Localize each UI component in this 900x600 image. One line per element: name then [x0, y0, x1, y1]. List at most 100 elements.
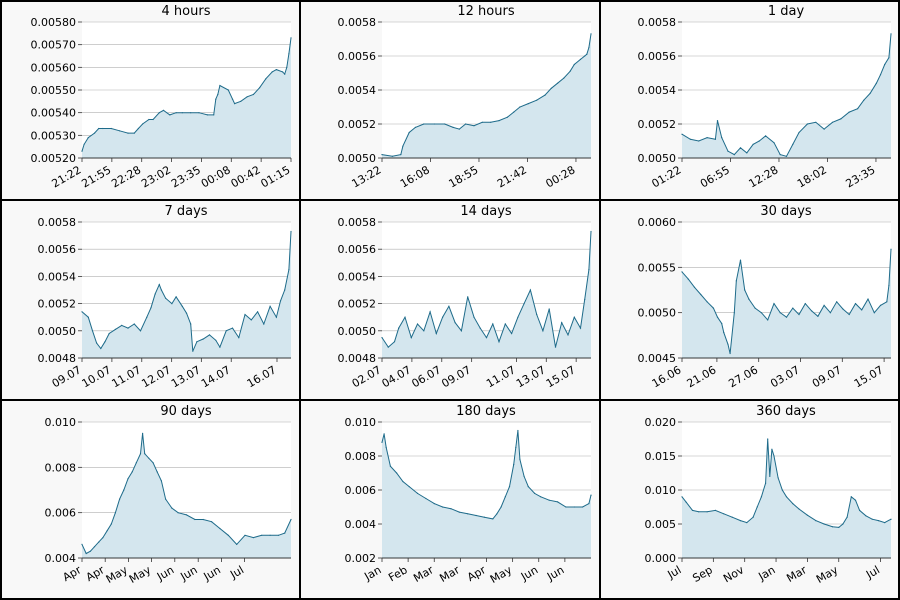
data-point — [746, 522, 748, 524]
data-point — [231, 327, 234, 329]
data-point — [727, 150, 729, 152]
data-point — [687, 278, 689, 280]
y-tick-label: 0.0050 — [38, 325, 77, 338]
data-point — [744, 289, 746, 291]
data-point — [444, 123, 446, 125]
data-point — [206, 114, 208, 116]
data-point — [290, 230, 292, 233]
y-tick-label: 0.0048 — [338, 352, 377, 365]
data-point — [792, 143, 794, 145]
data-point — [416, 323, 419, 325]
data-point — [584, 298, 586, 301]
y-tick-label: 0.005 — [645, 518, 677, 531]
data-point — [716, 316, 719, 318]
data-point — [842, 308, 844, 310]
data-point — [854, 499, 857, 501]
data-point — [261, 534, 263, 536]
data-point — [433, 503, 435, 505]
data-point — [114, 512, 116, 514]
data-point — [567, 334, 569, 336]
data-point — [385, 446, 387, 449]
data-point — [698, 511, 700, 513]
data-point — [225, 330, 227, 332]
data-point — [767, 319, 769, 321]
data-point — [544, 94, 546, 96]
data-point — [165, 297, 167, 299]
data-point — [137, 127, 139, 130]
data-point — [875, 82, 878, 84]
data-point — [442, 506, 444, 508]
data-point — [381, 441, 383, 443]
y-tick-label: 0.000 — [645, 552, 677, 565]
data-point — [91, 330, 94, 332]
data-point — [391, 155, 393, 157]
data-point — [760, 312, 763, 314]
data-point — [760, 496, 763, 498]
data-point — [511, 332, 513, 335]
data-point — [81, 311, 83, 313]
data-point — [423, 123, 425, 125]
data-point — [250, 319, 252, 321]
data-point — [752, 143, 754, 145]
data-point — [748, 298, 750, 300]
data-point — [879, 74, 882, 76]
data-point — [865, 515, 867, 517]
data-point — [785, 316, 788, 318]
data-point — [752, 516, 754, 518]
data-point — [739, 520, 742, 522]
data-point — [588, 269, 590, 271]
data-point — [162, 109, 165, 111]
data-point — [754, 307, 756, 309]
data-point — [700, 293, 702, 296]
data-point — [185, 514, 188, 516]
data-point — [227, 534, 229, 536]
data-point — [429, 311, 431, 313]
data-point — [240, 100, 242, 102]
data-point — [698, 140, 700, 142]
chart-title: 7 days — [164, 204, 207, 219]
data-point — [739, 259, 742, 261]
data-point — [244, 534, 246, 536]
data-point — [513, 111, 515, 113]
data-point — [102, 537, 104, 539]
data-point — [681, 496, 683, 498]
data-point — [142, 123, 144, 125]
data-point — [211, 521, 213, 523]
data-point — [723, 332, 725, 334]
data-point — [557, 82, 559, 84]
series-line — [381, 33, 592, 157]
data-point — [806, 514, 809, 516]
y-tick-label: 0.0056 — [38, 243, 77, 256]
y-tick-label: 0.006 — [45, 507, 77, 520]
data-point — [773, 455, 775, 457]
data-point — [714, 138, 717, 140]
data-point — [500, 506, 502, 508]
data-point — [485, 337, 488, 339]
data-point — [160, 289, 162, 291]
data-point — [467, 513, 469, 515]
data-point — [396, 472, 398, 474]
data-point — [98, 541, 100, 543]
data-point — [481, 121, 483, 123]
data-point — [706, 137, 708, 139]
data-point — [867, 298, 869, 300]
data-point — [104, 341, 106, 343]
data-point — [586, 53, 588, 55]
data-point — [198, 112, 200, 114]
data-point — [506, 116, 508, 118]
data-point — [290, 37, 292, 39]
data-point — [190, 323, 192, 325]
data-point — [185, 312, 188, 314]
chart-panel: 0.00520 0.00530 0.00540 0.00550 0.00560 0.005… — [0, 0, 300, 200]
data-point — [269, 305, 271, 307]
data-point — [517, 429, 519, 432]
data-point — [127, 478, 129, 480]
data-point — [452, 126, 454, 128]
data-point — [454, 322, 456, 324]
data-point — [144, 453, 146, 455]
data-point — [236, 543, 238, 546]
data-point — [798, 131, 800, 134]
data-point — [767, 438, 769, 440]
